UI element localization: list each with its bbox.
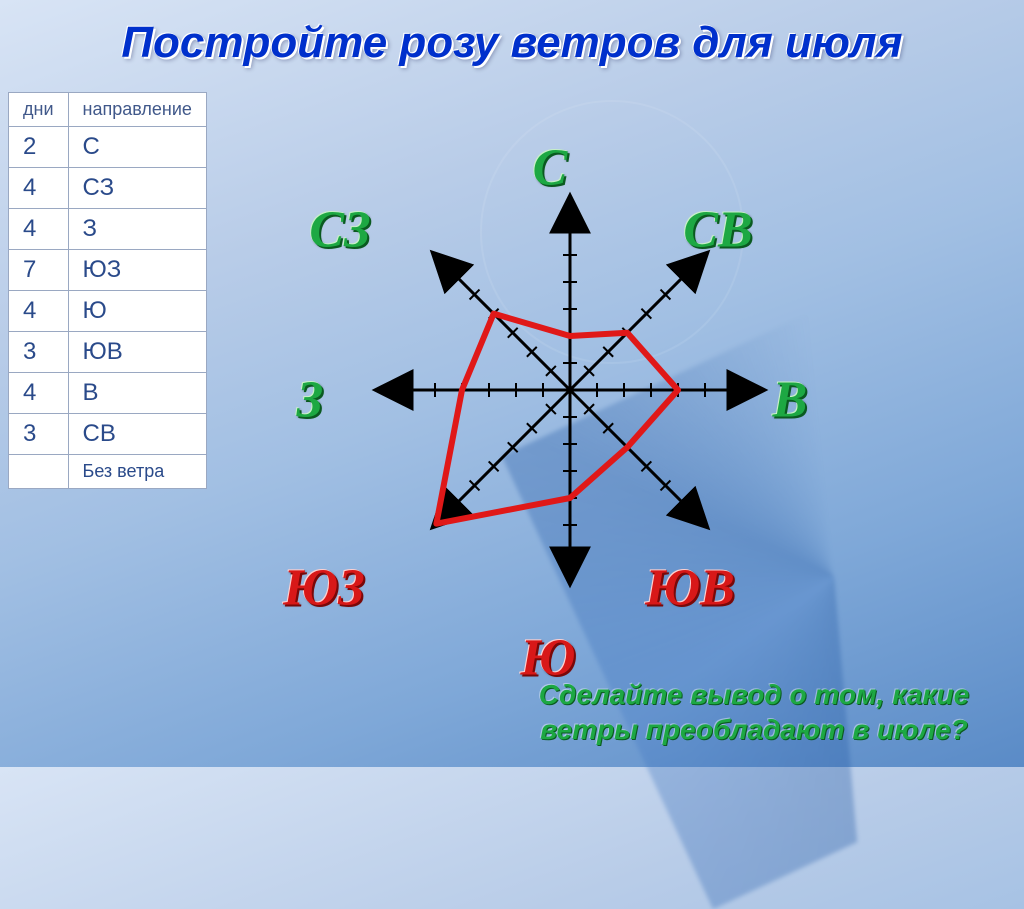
table-row: 2 С (9, 127, 207, 168)
cell-dir: СВ (68, 414, 206, 455)
axis-label-СЗ: СЗ (309, 201, 370, 260)
cell-dir: Без ветра (68, 455, 206, 489)
col-direction: направление (68, 93, 206, 127)
table-row: 4 З (9, 209, 207, 250)
cell-days: 7 (9, 250, 69, 291)
table-row: 4 СЗ (9, 168, 207, 209)
axis-label-ЮЗ: ЮЗ (283, 559, 364, 618)
table-row: 3 СВ (9, 414, 207, 455)
footer-question: Сделайте вывод о том, какие ветры преобл… (524, 677, 984, 747)
cell-days: 4 (9, 373, 69, 414)
cell-days: 4 (9, 291, 69, 332)
table-row: 7 ЮЗ (9, 250, 207, 291)
cell-days (9, 455, 69, 489)
col-days: дни (9, 93, 69, 127)
cell-dir: С (68, 127, 206, 168)
cell-days: 2 (9, 127, 69, 168)
cell-dir: СЗ (68, 168, 206, 209)
page-title: Постройте розу ветров для июля (0, 18, 1024, 68)
table-row: 3 ЮВ (9, 332, 207, 373)
cell-dir: З (68, 209, 206, 250)
cell-days: 4 (9, 209, 69, 250)
axis-label-ЮВ: ЮВ (645, 559, 735, 618)
axis-label-С: С (533, 139, 568, 198)
cell-dir: ЮВ (68, 332, 206, 373)
cell-days: 3 (9, 414, 69, 455)
axis-label-СВ: СВ (683, 201, 752, 260)
cell-days: 4 (9, 168, 69, 209)
table-row: 4 Ю (9, 291, 207, 332)
cell-dir: ЮЗ (68, 250, 206, 291)
cell-dir: Ю (68, 291, 206, 332)
cell-days: 3 (9, 332, 69, 373)
cell-dir: В (68, 373, 206, 414)
axis-label-З: З (297, 371, 323, 430)
table-row: 4 В (9, 373, 207, 414)
wind-rose-diagram: ССВВЮВЮЮЗЗСЗ (250, 110, 890, 730)
wind-data-table: дни направление 2 С4 СЗ4 З7 ЮЗ4 Ю3 ЮВ4 В… (8, 92, 207, 489)
table-row: Без ветра (9, 455, 207, 489)
axis-label-В: В (773, 371, 808, 430)
